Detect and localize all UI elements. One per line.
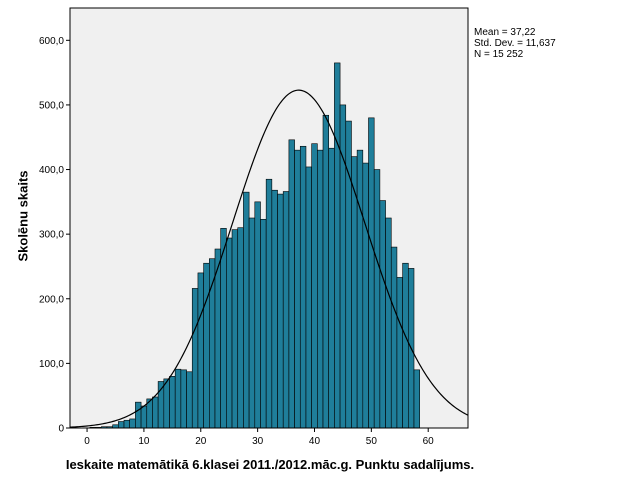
histogram-bar xyxy=(186,371,193,429)
histogram-bar xyxy=(254,201,261,429)
histogram-bar xyxy=(396,277,403,429)
histogram-bar xyxy=(294,149,301,429)
histogram-bar xyxy=(231,229,239,429)
x-axis-label: Ieskaite matemātikā 6.klasei 2011./2012.… xyxy=(65,457,475,472)
stat-n: N = 15 252 xyxy=(474,49,524,60)
histogram-bar xyxy=(277,193,284,429)
x-tick-label: 40 xyxy=(309,436,321,447)
x-tick-label: 10 xyxy=(138,436,150,447)
histogram-bar xyxy=(163,378,170,429)
y-tick-label: 0 xyxy=(58,424,64,435)
histogram-bar xyxy=(379,200,386,429)
histogram-bar xyxy=(356,149,364,429)
histogram-bar xyxy=(362,162,369,429)
x-tick-label: 30 xyxy=(252,436,264,447)
statistics-box: Mean = 37,22 Std. Dev. = 11,637 N = 15 2… xyxy=(474,27,556,60)
histogram-bar xyxy=(123,419,131,429)
histogram-bar xyxy=(328,147,335,429)
histogram-bar xyxy=(129,418,136,429)
histogram-bar xyxy=(180,369,187,429)
y-tick-label: 100,0 xyxy=(39,359,64,370)
histogram-bar xyxy=(152,396,159,429)
histogram-bar xyxy=(197,272,204,429)
histogram-bar xyxy=(243,191,250,429)
y-tick-label: 500,0 xyxy=(39,100,64,111)
x-tick-label: 60 xyxy=(423,436,435,447)
bars-group xyxy=(89,62,420,429)
histogram-bar xyxy=(118,421,125,429)
histogram-bar xyxy=(174,368,182,429)
histogram-bar xyxy=(248,217,256,429)
y-tick-label: 400,0 xyxy=(39,165,64,176)
y-tick-label: 200,0 xyxy=(39,294,64,305)
y-axis: 0 100,0 200,0 300,0 400,0 500,0 600,0 xyxy=(39,36,70,435)
x-tick-label: 50 xyxy=(366,436,378,447)
histogram-bar xyxy=(265,178,273,429)
histogram-bar xyxy=(299,145,307,429)
histogram-bar xyxy=(317,149,324,429)
histogram-bar xyxy=(402,262,409,429)
histogram-bar xyxy=(288,139,295,429)
y-axis-label: Skolēnu skaits xyxy=(15,170,31,262)
plot-frame xyxy=(69,7,469,429)
stat-std-dev: Std. Dev. = 11,637 xyxy=(474,38,556,49)
histogram-bar xyxy=(237,227,244,429)
x-axis: 0 10 20 30 40 50 60 xyxy=(84,428,434,447)
histogram-bar xyxy=(311,143,318,429)
histogram-bar xyxy=(334,62,341,429)
histogram-bar xyxy=(282,191,290,429)
histogram-bar xyxy=(226,237,233,429)
histogram-bar xyxy=(368,117,375,429)
histogram-bar xyxy=(191,288,199,429)
histogram-bar xyxy=(169,376,176,429)
histogram-bar xyxy=(140,405,148,429)
normal-curve xyxy=(69,89,469,428)
histogram-bar xyxy=(260,218,267,429)
y-tick-label: 600,0 xyxy=(39,36,64,47)
histogram-bar xyxy=(390,246,398,429)
histogram-bar xyxy=(385,217,392,429)
histogram-bar xyxy=(305,166,312,429)
x-tick-label: 0 xyxy=(84,436,90,447)
histogram-bar xyxy=(413,369,420,429)
histogram-bar xyxy=(135,401,142,429)
histogram-bar xyxy=(214,248,221,429)
histogram-bar xyxy=(203,262,210,429)
histogram-bar xyxy=(373,169,381,429)
stat-mean: Mean = 37,22 xyxy=(474,27,536,38)
histogram-bar xyxy=(322,114,330,429)
histogram-bar xyxy=(271,189,278,429)
y-tick-label: 300,0 xyxy=(39,230,64,241)
x-tick-label: 20 xyxy=(195,436,207,447)
